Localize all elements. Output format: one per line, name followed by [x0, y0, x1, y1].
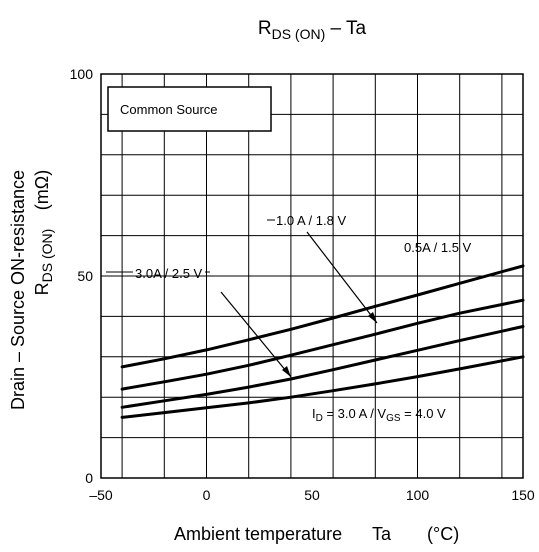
arrow-1a-1p8v [306, 231, 378, 324]
annotation-vgs-rest: = 4.0 V [401, 406, 446, 421]
chart-title-sub: DS (ON) [272, 26, 326, 42]
annotation-id-sub: D [316, 413, 323, 424]
y-axis-label-sub: DS (ON) [39, 229, 55, 283]
series-line-2 [120, 298, 525, 391]
annotation-0p5a-1p5v: 0.5A / 1.5 V [404, 240, 472, 255]
annotation-3a-2p5v: 3.0A / 2.5 V [135, 266, 203, 281]
arrow-3a-2p5v [220, 291, 292, 378]
chart-title: RDS (ON) – Ta [258, 18, 367, 42]
y-tick-label: 0 [85, 470, 93, 486]
series-line-4 [120, 355, 525, 419]
annotation-1a-1p8v: 1.0 A / 1.8 V [276, 213, 346, 228]
y-axis-label-unit: (mΩ) [32, 170, 52, 210]
x-tick-label: –50 [89, 487, 113, 503]
annotation-vgs-sub: GS [386, 413, 401, 424]
y-ticks: 0 50 100 [70, 66, 94, 486]
annotation-id-main: I [312, 406, 316, 421]
y-axis-label-line2: RDS (ON) [32, 229, 55, 296]
series-line-3 [120, 325, 525, 409]
legend-box-label: Common Source [120, 102, 218, 117]
x-tick-label: 50 [304, 487, 320, 503]
chart-title-rest: – Ta [325, 18, 366, 39]
x-tick-label: 100 [406, 487, 430, 503]
x-ticks: –50 0 50 100 150 [89, 487, 535, 503]
x-tick-label: 150 [511, 487, 535, 503]
chart-title-main: R [258, 18, 272, 39]
plot-frame [100, 73, 524, 479]
series-line-1 [120, 264, 525, 369]
y-tick-label: 100 [70, 66, 94, 82]
y-axis-label-line1: Drain – Source ON-resistance [8, 170, 28, 410]
arrowhead-1a-1p8v [368, 312, 377, 323]
series-group [120, 264, 525, 419]
x-axis-unit: (°C) [427, 524, 459, 544]
legend-box [107, 86, 272, 132]
arrowhead-3a-2p5v [282, 366, 291, 377]
x-axis-symbol: Ta [372, 524, 392, 544]
y-axis-label-r: R [32, 282, 52, 295]
x-axis-label: Ambient temperature [174, 524, 342, 544]
x-tick-label: 0 [203, 487, 211, 503]
y-tick-label: 50 [77, 268, 93, 284]
annotation-id-mid: = 3.0 A / V [323, 406, 387, 421]
annotation-id3a-vgs4v: ID = 3.0 A / VGS = 4.0 V [312, 406, 446, 424]
